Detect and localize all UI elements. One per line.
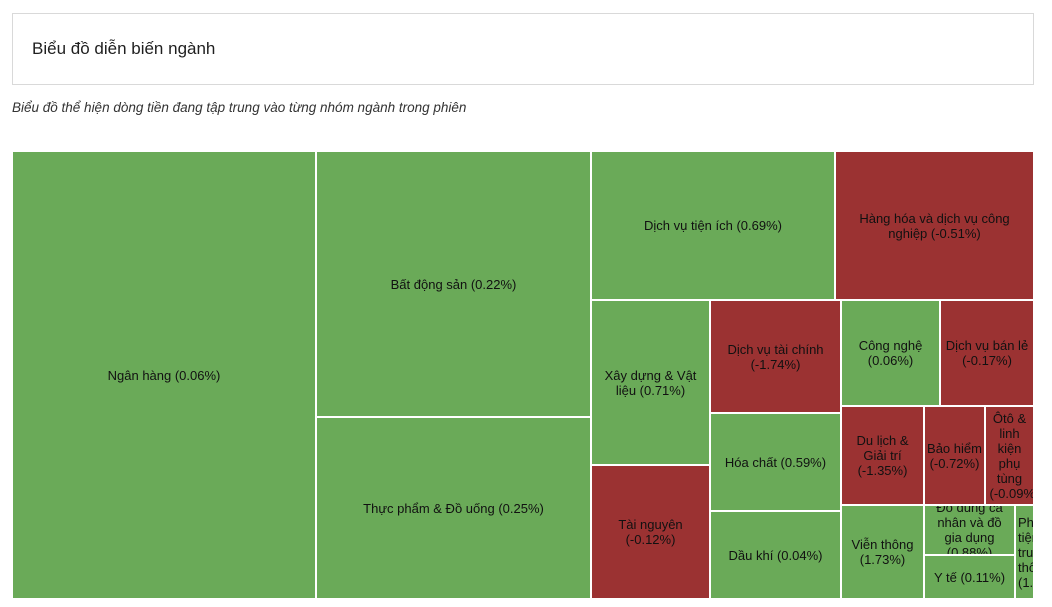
treemap-tile[interactable]: Y tế (0.11%) — [924, 555, 1015, 599]
treemap-tile-label: Tài nguyên (-0.12%) — [618, 517, 683, 547]
treemap-tile-label: Xây dựng & Vật liệu (0.71%) — [604, 367, 697, 398]
treemap-tile-label: Bảo hiểm (-0.72%) — [927, 440, 982, 471]
treemap-tile-label: Viễn thông (1.73%) — [851, 537, 914, 567]
treemap-tile[interactable]: Bất động sản (0.22%) — [316, 151, 591, 417]
treemap-tile-label: Hàng hóa và dịch vụ công nghiệp (-0.51%) — [859, 210, 1010, 241]
treemap-tile-label: Hóa chất (0.59%) — [724, 454, 827, 470]
treemap-tile-label: Phương tiện truyền thông (1.8 — [1018, 514, 1034, 590]
treemap-tile[interactable]: Hàng hóa và dịch vụ công nghiệp (-0.51%) — [835, 151, 1034, 300]
treemap-tile-label: Dịch vụ tiện ích (0.69%) — [643, 218, 782, 233]
treemap-tile-label: Công nghệ (0.06%) — [858, 338, 923, 368]
treemap-tile-label: Ngân hàng (0.06%) — [107, 367, 221, 383]
treemap-tile[interactable]: Dịch vụ bán lẻ (-0.17%) — [940, 300, 1034, 406]
treemap-tile-label: Thực phẩm & Đồ uống (0.25%) — [363, 500, 544, 516]
treemap-tile-label: Ôtô & linh kiện phụ tùng (-0.09%) — [989, 410, 1034, 501]
treemap-tile[interactable]: Phương tiện truyền thông (1.8 — [1015, 505, 1034, 599]
treemap-tile[interactable]: Dịch vụ tài chính (-1.74%) — [710, 300, 841, 413]
treemap-tile[interactable]: Tài nguyên (-0.12%) — [591, 465, 710, 599]
treemap-tile[interactable]: Hóa chất (0.59%) — [710, 413, 841, 511]
treemap-tile[interactable]: Công nghệ (0.06%) — [841, 300, 940, 406]
treemap-tile-label: Du lịch & Giải trí (-1.35%) — [856, 433, 909, 478]
chart-title: Biểu đồ diễn biến ngành — [32, 39, 216, 58]
treemap-tile[interactable]: Đồ dùng cá nhân và đồ gia dụng (0.88%) — [924, 505, 1015, 555]
treemap-tile[interactable]: Bảo hiểm (-0.72%) — [924, 406, 985, 505]
treemap-tile-label: Dầu khí (0.04%) — [728, 547, 823, 563]
treemap-tile[interactable]: Xây dựng & Vật liệu (0.71%) — [591, 300, 710, 465]
treemap-tile[interactable]: Thực phẩm & Đồ uống (0.25%) — [316, 417, 591, 599]
treemap-tile[interactable]: Viễn thông (1.73%) — [841, 505, 924, 599]
treemap-tile[interactable]: Du lịch & Giải trí (-1.35%) — [841, 406, 924, 505]
treemap-tile-label: Bất động sản (0.22%) — [390, 276, 517, 292]
chart-header-box: Biểu đồ diễn biến ngành — [12, 13, 1034, 85]
treemap-tile-label: Dịch vụ tài chính (-1.74%) — [727, 341, 824, 372]
treemap-tile-label: Dịch vụ bán lẻ (-0.17%) — [945, 338, 1029, 368]
treemap-tile-label: Y tế (0.11%) — [933, 569, 1006, 585]
treemap-tile[interactable]: Dầu khí (0.04%) — [710, 511, 841, 599]
treemap-tile-label: Đồ dùng cá nhân và đồ gia dụng (0.88%) — [936, 505, 1003, 555]
treemap-tile[interactable]: Ôtô & linh kiện phụ tùng (-0.09%) — [985, 406, 1034, 505]
treemap-tile[interactable]: Ngân hàng (0.06%) — [12, 151, 316, 599]
chart-subtitle: Biểu đồ thể hiện dòng tiền đang tập trun… — [12, 100, 467, 115]
sector-treemap: Ngân hàng (0.06%) Bất động sản (0.22%) Thự… — [12, 151, 1034, 599]
treemap-tile[interactable]: Dịch vụ tiện ích (0.69%) — [591, 151, 835, 300]
